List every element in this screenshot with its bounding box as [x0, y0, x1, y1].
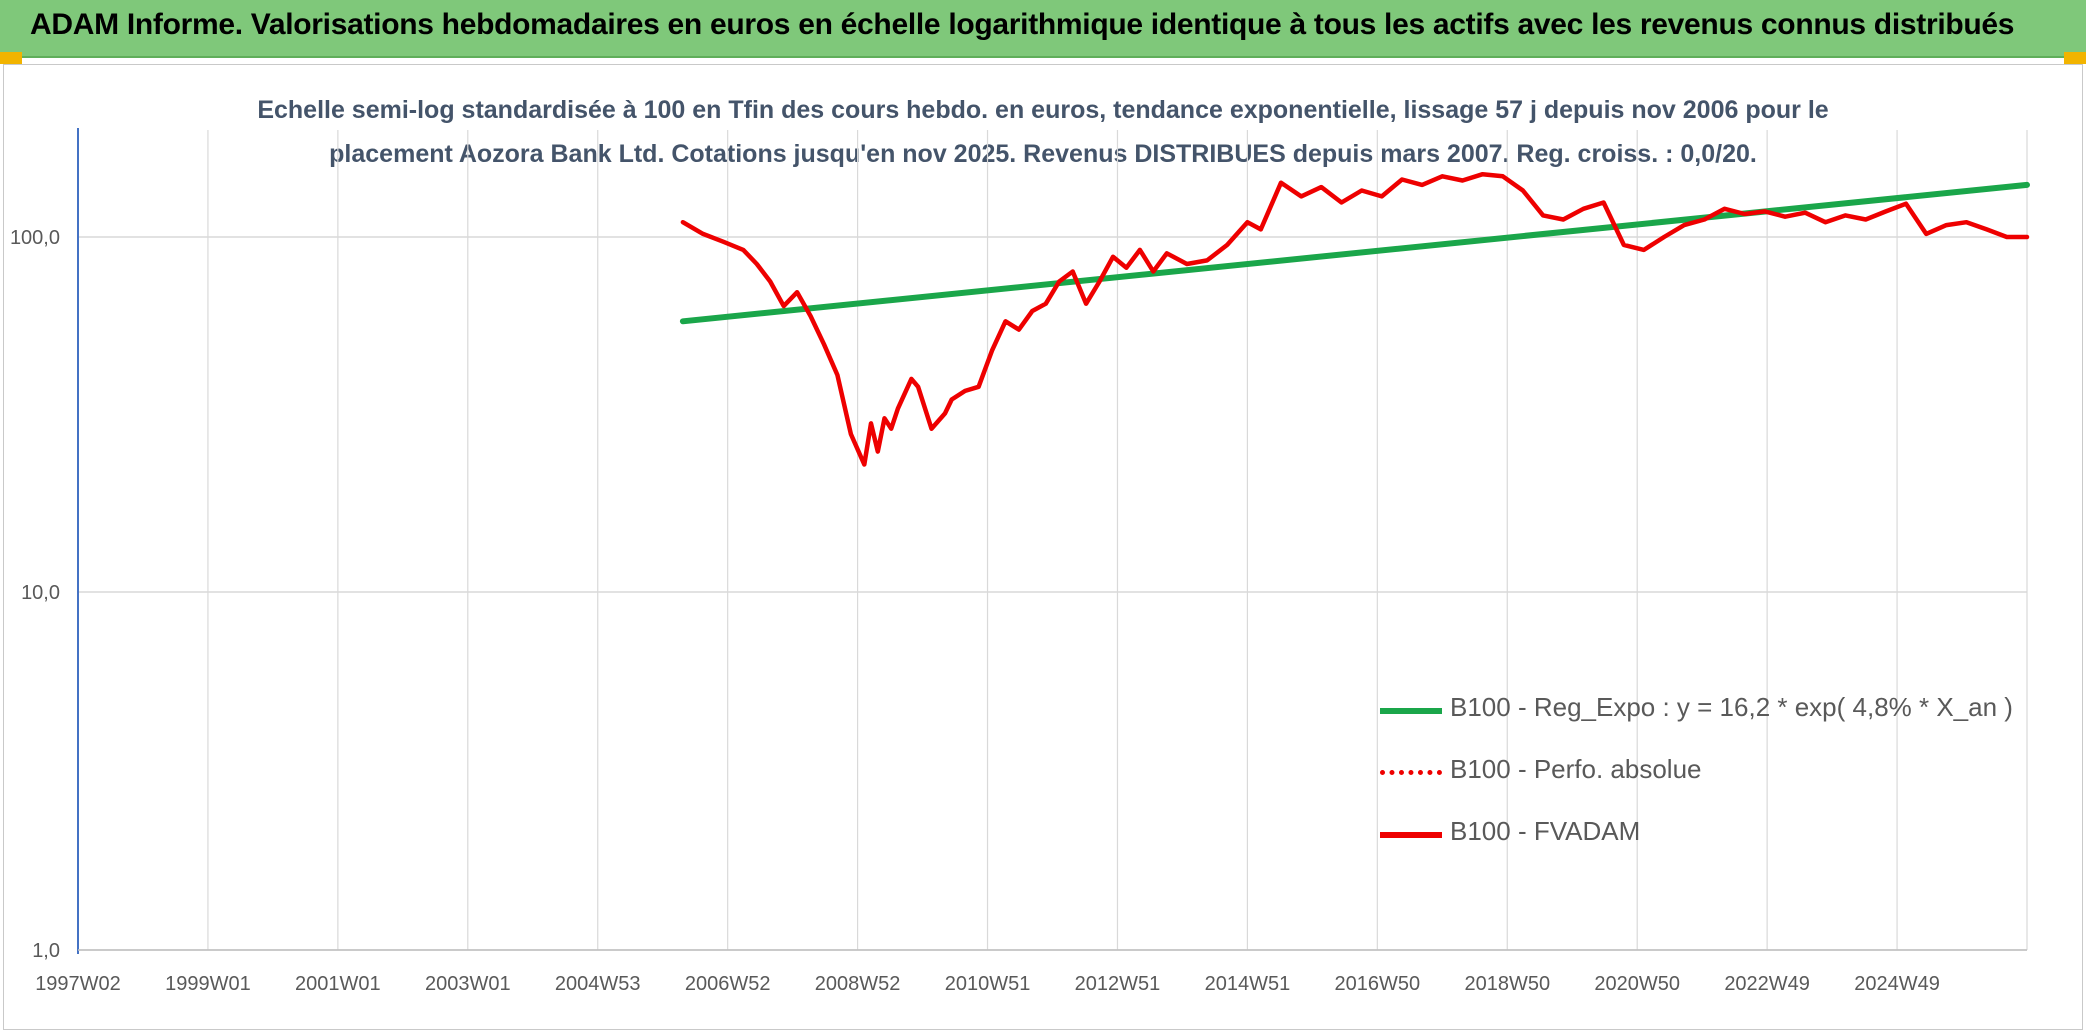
x-tick-label: 2006W52 [685, 973, 771, 995]
axis-layer [77, 128, 2027, 954]
y-tick-label: 10,0 [21, 582, 60, 604]
x-tick-label: 2010W51 [945, 973, 1031, 995]
x-tick-label: 1997W02 [35, 973, 121, 995]
x-tick-label: 2016W50 [1335, 973, 1421, 995]
legend-swatch-fvadam [1380, 832, 1442, 838]
x-tick-label: 2020W50 [1594, 973, 1680, 995]
x-tick-label: 2022W49 [1724, 973, 1810, 995]
corner-marker-left [0, 52, 22, 64]
x-tick-label: 2008W52 [815, 973, 901, 995]
legend-swatch-regression [1380, 708, 1442, 714]
tick-layer: 100,0 10,0 1,0 1997W02 1999W01 2001W01 2003W01… [10, 227, 1940, 995]
x-tick-label: 2003W01 [425, 973, 511, 995]
x-tick-label: 2001W01 [295, 973, 381, 995]
x-tick-label: 2014W51 [1205, 973, 1291, 995]
legend-swatch-perfo [1380, 770, 1442, 775]
series-layer [679, 171, 2030, 467]
x-tick-label: 2004W53 [555, 973, 641, 995]
chart-title: Echelle semi-log standardisée à 100 en T… [0, 88, 2086, 176]
chart-title-line1: Echelle semi-log standardisée à 100 en T… [257, 96, 1829, 124]
legend-label-perfo: B100 - Perfo. absolue [1450, 754, 1702, 784]
page-title: ADAM Informe. Valorisations hebdomadaire… [30, 8, 2015, 41]
header-bar: ADAM Informe. Valorisations hebdomadaire… [0, 0, 2086, 58]
legend-label-fvadam: B100 - FVADAM [1450, 816, 1641, 846]
x-tick-label: 1999W01 [165, 973, 251, 995]
series-line-0 [679, 181, 2030, 325]
corner-marker-right [2064, 52, 2086, 64]
chart-title-line2: placement Aozora Bank Ltd. Cotations jus… [329, 140, 1757, 168]
legend-label-regression: B100 - Reg_Expo : y = 16,2 * exp( 4,8% *… [1450, 692, 2013, 722]
series-line-2 [680, 171, 2030, 467]
x-tick-label: 2024W49 [1854, 973, 1940, 995]
y-tick-label: 1,0 [32, 940, 60, 962]
x-tick-label: 2012W51 [1075, 973, 1161, 995]
x-tick-label: 2018W50 [1464, 973, 1550, 995]
grid-layer [77, 130, 2028, 951]
y-tick-label: 100,0 [10, 227, 60, 249]
chart-frame [3, 64, 2083, 1030]
